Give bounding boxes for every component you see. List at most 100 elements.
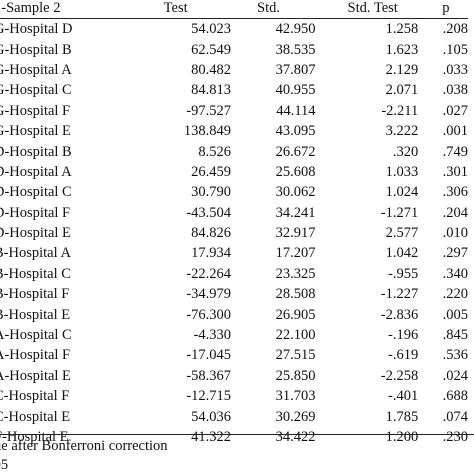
cell-std-test: -2.836	[380, 306, 419, 323]
cell-p: .536	[442, 347, 468, 364]
cell-test: 17.934	[191, 245, 232, 262]
cell-pair: G-Hospital C	[0, 82, 72, 99]
cell-pair: D-Hospital E	[0, 225, 71, 242]
cell-pair: A-Hospital F	[0, 347, 71, 364]
cell-test: -58.367	[186, 367, 232, 384]
cell-p: .001	[442, 123, 468, 140]
table-row: G-Hospital A 80.482 37.807 2.129 .033	[0, 60, 468, 80]
cell-pair: A-Hospital C	[0, 327, 72, 344]
table-row: C-Hospital F -12.715 31.703 -.401 .688	[0, 386, 468, 406]
cell-p: .027	[442, 102, 468, 119]
cell-test: 54.036	[191, 408, 232, 425]
cell-test: 26.459	[191, 163, 232, 180]
cell-std: 28.508	[275, 286, 316, 303]
cell-std-test: 2.577	[385, 225, 419, 242]
cell-test: 84.826	[191, 225, 232, 242]
cell-pair: D-Hospital A	[0, 163, 72, 180]
table-row: C-Hospital E 54.036 30.269 1.785 .074	[0, 406, 468, 426]
cell-pair: B-Hospital C	[0, 265, 71, 282]
table-bottom-rule	[0, 434, 474, 435]
cell-std: 40.955	[275, 82, 316, 99]
cell-std: 26.672	[275, 143, 316, 160]
cell-std-test: -.401	[388, 388, 419, 405]
cell-std: 25.850	[275, 367, 316, 384]
cell-std-test: 1.785	[385, 408, 419, 425]
pairwise-comparison-table: 1-Sample 2 Test Std. Std. Test p G-Hospi…	[0, 0, 468, 445]
cell-test: -22.264	[186, 265, 232, 282]
cell-pair: D-Hospital B	[0, 143, 72, 160]
cell-pair: D-Hospital C	[0, 184, 72, 201]
table-row: D-Hospital A 26.459 25.608 1.033 .301	[0, 162, 468, 182]
cell-p: .005	[442, 306, 468, 323]
cell-pair: B-Hospital E	[0, 306, 71, 323]
cell-std: 32.917	[275, 225, 316, 242]
cell-std-test: 1.024	[385, 184, 419, 201]
cell-test: -97.527	[186, 102, 232, 119]
header-std-test: Std. Test	[347, 0, 398, 16]
cell-p: .749	[442, 143, 468, 160]
cell-test: 62.549	[191, 41, 232, 58]
table-row: D-Hospital F -43.504 34.241 -1.271 .204	[0, 203, 468, 223]
cell-pair: A-Hospital E	[0, 367, 71, 384]
footnote-bonferroni: lue after Bonferroni correction	[0, 438, 168, 454]
cell-test: 84.813	[191, 82, 232, 99]
cell-std-test: 1.200	[385, 429, 419, 445]
cell-p: .074	[442, 408, 468, 425]
cell-std: 26.905	[275, 306, 316, 323]
cell-std: 30.269	[275, 408, 316, 425]
cell-std: 22.100	[275, 327, 316, 344]
cell-p: .845	[442, 327, 468, 344]
table-row: G-Hospital F -97.527 44.114 -2.211 .027	[0, 101, 468, 121]
cell-p: .306	[442, 184, 468, 201]
table-row: B-Hospital F -34.979 28.508 -1.227 .220	[0, 284, 468, 304]
table-row: D-Hospital B 8.526 26.672 .320 .749	[0, 141, 468, 161]
cell-std: 23.325	[275, 265, 316, 282]
cell-std-test: 1.258	[385, 21, 419, 38]
table-row: A-Hospital F -17.045 27.515 -.619 .536	[0, 345, 468, 365]
cell-test: 54.023	[191, 21, 232, 38]
table-row: G-Hospital C 84.813 40.955 2.071 .038	[0, 80, 468, 100]
cell-p: .688	[442, 388, 468, 405]
cell-std-test: 1.033	[385, 163, 419, 180]
cell-std: 38.535	[275, 41, 316, 58]
cell-std-test: -.196	[388, 327, 419, 344]
cell-std: 31.703	[275, 388, 316, 405]
cell-std-test: -.955	[388, 265, 419, 282]
cell-std-test: -1.271	[380, 204, 419, 221]
cell-pair: G-Hospital F	[0, 102, 71, 119]
cell-test: 8.526	[198, 143, 232, 160]
header-std: Std.	[257, 0, 281, 16]
cell-std: 43.095	[275, 123, 316, 140]
cell-std-test: 2.071	[385, 82, 419, 99]
cell-test: 80.482	[191, 61, 232, 78]
cell-pair: G-Hospital E	[0, 123, 71, 140]
cell-pair: B-Hospital A	[0, 245, 71, 262]
table-row: B-Hospital C -22.264 23.325 -.955 .340	[0, 264, 468, 284]
cell-std-test: -1.227	[380, 286, 419, 303]
cell-p: .297	[442, 245, 468, 262]
cell-std: 27.515	[275, 347, 316, 364]
header-test: Test	[163, 0, 188, 16]
table-row: A-Hospital E -58.367 25.850 -2.258 .024	[0, 366, 468, 386]
cell-p: .204	[442, 204, 468, 221]
cell-p: .230	[442, 429, 468, 445]
cell-p: .301	[442, 163, 468, 180]
cell-pair: G-Hospital D	[0, 21, 73, 38]
cell-std-test: 1.042	[385, 245, 419, 262]
cell-pair: G-Hospital A	[0, 61, 72, 78]
cell-std: 37.807	[275, 61, 316, 78]
cell-p: .024	[442, 367, 468, 384]
cell-test: -12.715	[186, 388, 232, 405]
cell-p: .038	[442, 82, 468, 99]
cell-std-test: -2.258	[380, 367, 419, 384]
cell-pair: F-Hospital E	[0, 429, 69, 445]
cell-test: 30.790	[191, 184, 232, 201]
table-row: D-Hospital C 30.790 30.062 1.024 .306	[0, 182, 468, 202]
cell-pair: D-Hospital F	[0, 204, 71, 221]
cell-std: 30.062	[275, 184, 316, 201]
cell-p: .208	[442, 21, 468, 38]
cell-std: 44.114	[276, 102, 316, 119]
cell-std: 25.608	[275, 163, 316, 180]
table-row: G-Hospital E 138.849 43.095 3.222 .001	[0, 121, 468, 141]
cell-pair: G-Hospital B	[0, 41, 72, 58]
